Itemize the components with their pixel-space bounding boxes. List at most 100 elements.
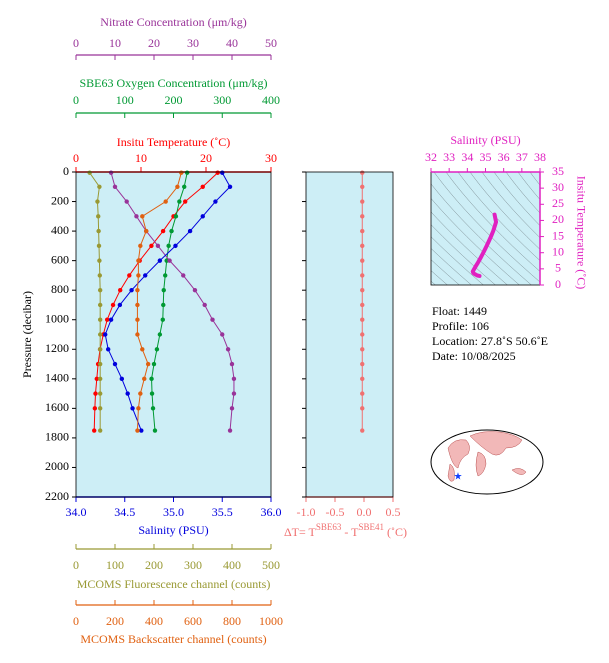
profile-point (97, 361, 103, 367)
profile-point (145, 361, 151, 367)
profile-point (161, 287, 166, 293)
profile-point (124, 199, 129, 204)
profile-point (360, 214, 365, 219)
x-tick-label: 34.0 (66, 505, 87, 519)
axis-title: Insitu Temperature (˚C) (117, 135, 231, 149)
plot-frame (305, 171, 394, 498)
float-info: Float: 1449 (432, 304, 487, 318)
profile-point (173, 243, 178, 249)
density-contour (433, 172, 540, 283)
plot-frame (75, 171, 272, 498)
x-tick-label: 20 (200, 151, 212, 165)
profile-point (169, 228, 174, 234)
density-contour (431, 224, 496, 285)
profile-point (154, 347, 160, 352)
profile-point (112, 361, 118, 367)
x-tick-label: 33 (443, 150, 455, 164)
profile-point (360, 273, 365, 278)
profile-point (138, 243, 143, 249)
x-tick-label: 35 (480, 150, 492, 164)
profile-point (161, 302, 166, 308)
x-tick-label: 1000 (259, 614, 283, 628)
x-tick-label: 38 (534, 150, 546, 164)
profile-point (97, 287, 103, 293)
profile-point (118, 287, 123, 293)
profile-point (136, 273, 141, 278)
profile-point (151, 361, 157, 367)
profile-point (360, 332, 365, 337)
axis-title: MCOMS Fluorescence channel (counts) (77, 577, 271, 591)
x-tick-label: 100 (116, 93, 134, 107)
float-marker: ★ (454, 471, 463, 482)
x-tick-label: 0.5 (386, 505, 401, 519)
profile-point (360, 428, 365, 433)
profile-point (227, 428, 233, 433)
profile-point (97, 347, 103, 352)
profile-point (149, 376, 154, 382)
density-contour (469, 172, 540, 250)
profile-point (97, 302, 103, 308)
x-tick-label: 400 (145, 614, 163, 628)
y-tick-label: 5 (555, 261, 561, 275)
axis-title: ΔT= TSBE63 - TSBE41 (˚C) (284, 522, 407, 539)
profile-point (92, 406, 98, 411)
profile-point (167, 258, 172, 263)
x-tick-label: 800 (223, 614, 241, 628)
x-tick-label: 34.5 (114, 505, 135, 519)
y-tick-label: 0 (63, 164, 69, 178)
profile-point (150, 406, 156, 411)
profile-point (163, 199, 168, 204)
profile-point (187, 228, 193, 234)
profile-point (231, 391, 237, 396)
profile-point (360, 391, 365, 396)
density-contour (493, 172, 540, 227)
y-tick-label: 2200 (45, 489, 69, 503)
y-tick-label: 1400 (45, 371, 69, 385)
profile-point (93, 391, 98, 396)
profile-point (152, 428, 158, 433)
profile-point (105, 317, 110, 322)
density-contour (505, 172, 540, 214)
profile-point (231, 376, 237, 382)
x-tick-label: 0 (73, 93, 79, 107)
profile-point (140, 214, 145, 219)
x-tick-label: 35.5 (212, 505, 233, 519)
ts-curve (470, 212, 499, 278)
profile-point (160, 317, 165, 322)
profile-point (360, 170, 365, 175)
profile-point (95, 199, 100, 204)
profile-point (149, 243, 154, 249)
profile-point (220, 170, 225, 175)
profile-point (138, 391, 143, 396)
profile-point (134, 214, 139, 219)
x-tick-label: 10 (109, 36, 121, 50)
profile-point (360, 406, 365, 411)
profile-point (97, 428, 103, 433)
profile-point (173, 214, 179, 219)
profile-point (140, 347, 145, 352)
profile-point (360, 361, 365, 367)
profile-point (183, 199, 188, 204)
x-tick-label: 0 (73, 36, 79, 50)
x-tick-label: 35.0 (163, 505, 184, 519)
profile-point (360, 184, 365, 189)
profile-point (157, 332, 163, 337)
x-tick-label: 200 (165, 93, 183, 107)
x-tick-label: 32 (425, 150, 437, 164)
x-tick-label: 200 (106, 614, 124, 628)
profile-point (229, 406, 235, 411)
y-tick-label: 400 (51, 223, 69, 237)
profile-line (151, 172, 188, 431)
profile-point (200, 214, 205, 219)
x-tick-label: 0.0 (357, 505, 372, 519)
y-tick-label: 20 (552, 212, 564, 226)
x-tick-label: 20 (148, 36, 160, 50)
y-axis-title: Pressure (decibar) (20, 291, 34, 378)
profile-point (360, 243, 365, 249)
profile-point (135, 332, 140, 337)
profile-line (136, 172, 182, 431)
axis-title-part: SBE63 (316, 522, 342, 532)
density-contour (517, 172, 540, 200)
axis-title-part: (˚C) (384, 525, 407, 539)
